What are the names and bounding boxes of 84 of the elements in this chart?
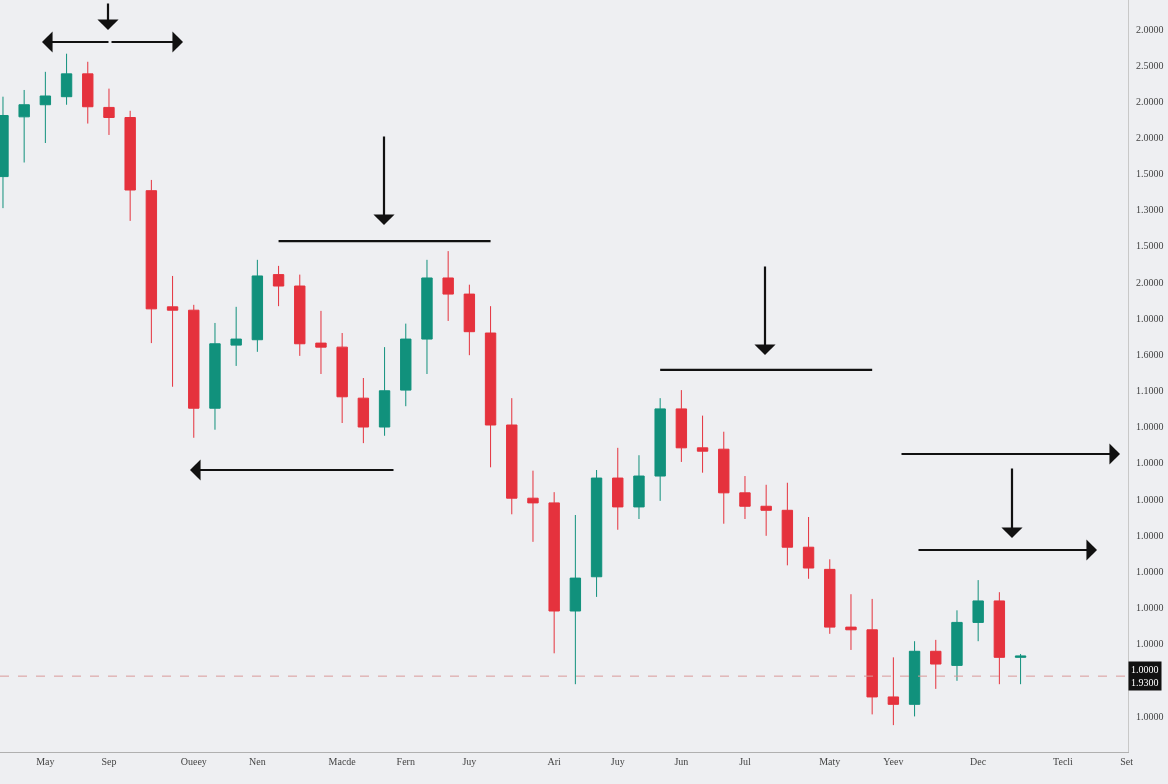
text: 2.0000 bbox=[1136, 24, 1164, 35]
candlestick bbox=[866, 598, 878, 715]
candlestick bbox=[463, 284, 476, 356]
text: 2.0000 bbox=[1136, 96, 1164, 107]
x-tick-label: Jul bbox=[739, 756, 752, 767]
text: 2.5000 bbox=[1136, 60, 1164, 71]
x-tick-label: May bbox=[36, 756, 55, 767]
candlestick bbox=[760, 484, 772, 537]
x-tick-label: Juy bbox=[610, 756, 625, 767]
x-tick-label: Ari bbox=[547, 756, 562, 767]
x-tick-label: Macde bbox=[328, 756, 357, 767]
candlestick bbox=[82, 61, 94, 125]
candlestick bbox=[39, 71, 52, 144]
x-tick-label: Tecli bbox=[1053, 756, 1074, 767]
text: 1.1000 bbox=[1136, 385, 1164, 396]
candlestick bbox=[718, 431, 730, 525]
candlestick bbox=[1014, 653, 1027, 685]
candlestick bbox=[209, 322, 221, 431]
x-tick-label: Yeev bbox=[883, 756, 904, 767]
candlestick bbox=[18, 89, 30, 163]
candlestick bbox=[506, 397, 518, 515]
candlestick bbox=[908, 640, 921, 717]
text: 1.0000 bbox=[1136, 457, 1164, 468]
candlestick bbox=[887, 656, 900, 726]
candlestick bbox=[251, 259, 264, 353]
candlestick bbox=[802, 516, 815, 580]
candlestick bbox=[336, 332, 348, 424]
x-tick-label: Juy bbox=[462, 756, 477, 767]
candlestick bbox=[166, 275, 179, 388]
candlestick bbox=[60, 53, 73, 106]
candlestick bbox=[527, 470, 539, 543]
text: 1.5000 bbox=[1136, 168, 1164, 179]
candlestick bbox=[442, 250, 454, 322]
annotation: 1.0000 1.9300 bbox=[1131, 664, 1159, 688]
candlestick bbox=[378, 346, 391, 437]
candlestick bbox=[188, 304, 200, 439]
text: 1.5000 bbox=[1136, 240, 1164, 251]
x-tick-label: Set bbox=[1120, 756, 1134, 767]
text: 1.0000 bbox=[1136, 566, 1164, 577]
text: 2.0000 bbox=[1136, 132, 1164, 143]
text: 1.6000 bbox=[1136, 349, 1164, 360]
candlestick bbox=[930, 639, 942, 690]
text: 1.0000 bbox=[1136, 421, 1164, 432]
text: 1.0000 bbox=[1136, 602, 1164, 613]
candlestick bbox=[421, 259, 433, 375]
text: 1.0000 bbox=[1136, 638, 1164, 649]
text: 1.0000 bbox=[1136, 494, 1164, 505]
candlestick bbox=[315, 310, 327, 375]
candlestick bbox=[675, 389, 688, 463]
candlestick bbox=[972, 579, 984, 642]
x-tick-label: Jun bbox=[674, 756, 689, 767]
x-tick-label: Maty bbox=[819, 756, 841, 767]
candlestick bbox=[569, 514, 582, 685]
x-tick-label: Oueey bbox=[180, 756, 207, 767]
text: 1.0000 bbox=[1136, 530, 1164, 541]
candlestick bbox=[103, 88, 115, 136]
candlestick bbox=[548, 491, 560, 654]
x-tick-label: Sep bbox=[101, 756, 117, 767]
candlestick bbox=[993, 591, 1006, 685]
candlestick bbox=[294, 274, 306, 357]
x-tick-label: Nen bbox=[249, 756, 266, 767]
candlestick bbox=[654, 397, 666, 502]
candlestick bbox=[781, 482, 794, 566]
text: 2.0000 bbox=[1136, 277, 1164, 288]
candlestick bbox=[633, 454, 645, 520]
text: 1.0000 bbox=[1136, 313, 1164, 324]
text: 1.3000 bbox=[1136, 204, 1164, 215]
candlestick bbox=[272, 265, 285, 307]
candlestick bbox=[400, 323, 412, 407]
candlestick bbox=[484, 305, 497, 468]
candlestick bbox=[612, 447, 624, 531]
candlestick bbox=[951, 609, 963, 682]
x-tick-label: Fern bbox=[396, 756, 415, 767]
candlestick bbox=[739, 475, 751, 520]
candlestick bbox=[590, 469, 603, 598]
x-tick-label: Dec bbox=[970, 756, 987, 767]
candlestick bbox=[824, 558, 836, 635]
candlestick bbox=[357, 377, 370, 444]
text: 1.0000 bbox=[1136, 711, 1164, 722]
candlestick bbox=[145, 179, 158, 344]
candlestick bbox=[696, 415, 709, 474]
candlestick bbox=[845, 593, 857, 651]
candlestick bbox=[124, 110, 136, 222]
candlestick bbox=[230, 306, 242, 367]
